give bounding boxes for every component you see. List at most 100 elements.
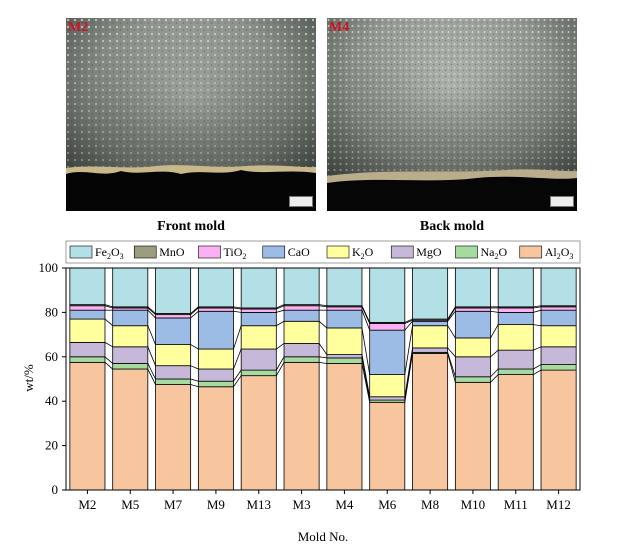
connector-line — [147, 325, 156, 345]
bar-segment-tio2 — [155, 314, 192, 319]
x-tick-label: M6 — [378, 497, 397, 512]
connector-line — [276, 304, 285, 309]
bar-segment-al2o3 — [454, 381, 491, 491]
bar-segment-tio2 — [240, 308, 277, 313]
bar-segment-cao — [197, 310, 234, 350]
bar-segment-mgo — [155, 365, 192, 380]
bar-segment-fe2o3 — [112, 267, 149, 308]
bar-segment-mgo — [369, 396, 406, 401]
bar-segment-tio2 — [454, 307, 491, 312]
scale-bar — [289, 196, 313, 207]
connector-line — [404, 318, 413, 323]
connector-line — [447, 306, 456, 320]
y-tick-label: 100 — [39, 260, 59, 275]
legend-swatch-mgo — [390, 245, 414, 259]
bar-segment-tio2 — [369, 323, 406, 331]
bar-segment-fe2o3 — [412, 267, 449, 320]
connector-line — [190, 310, 199, 319]
connector-line — [104, 342, 113, 348]
connector-line — [447, 347, 456, 358]
x-tick-label: M11 — [504, 497, 528, 512]
bar-segment-na2o — [326, 357, 363, 364]
bar-segment-na2o — [497, 368, 534, 375]
connector-line — [233, 307, 242, 310]
connector-line — [533, 346, 542, 351]
bar-segment-k2o — [69, 318, 106, 343]
connector-line — [104, 362, 113, 370]
connector-line — [490, 374, 499, 383]
connector-line — [233, 348, 242, 370]
y-tick-label: 60 — [45, 349, 58, 364]
bar-segment-mgo — [326, 354, 363, 359]
bar-segment-fe2o3 — [240, 267, 277, 309]
bar-segment-na2o — [454, 376, 491, 383]
micrograph-front-mold: M2 — [66, 18, 316, 211]
bar-segment-mgo — [112, 346, 149, 364]
bar-segment-fe2o3 — [454, 267, 491, 308]
connector-line — [275, 362, 285, 376]
bar-segment-al2o3 — [369, 401, 406, 491]
legend-label-al2o3: Al2O3 — [545, 245, 574, 261]
chart-bars — [69, 267, 577, 491]
connector-line — [233, 325, 242, 350]
connector-line — [190, 365, 199, 370]
y-tick-label: 40 — [45, 393, 58, 408]
x-tick-label: M5 — [121, 497, 139, 512]
bar-segment-al2o3 — [283, 361, 320, 491]
bar-segment-mgo — [197, 368, 234, 382]
bar-segment-k2o — [283, 320, 320, 344]
bar-segment-cao — [454, 310, 491, 339]
y-tick-label: 80 — [45, 304, 58, 319]
bar-segment-al2o3 — [540, 369, 577, 491]
connector-line — [147, 346, 156, 366]
bar-segment-cao — [369, 329, 406, 375]
bar-segment-na2o — [155, 378, 192, 385]
x-tick-label: M9 — [207, 497, 225, 512]
legend-swatch-al2o3 — [519, 245, 543, 259]
connector-line — [104, 305, 113, 309]
bar-segment-na2o — [69, 356, 106, 363]
x-tick-label: M3 — [293, 497, 311, 512]
connector-line — [490, 324, 499, 339]
micrograph-back-mold: M4 — [327, 18, 577, 211]
bar-segment-fe2o3 — [197, 267, 234, 308]
bar-segment-mgo — [540, 346, 577, 365]
connector-line — [404, 352, 413, 401]
bar-segment-cao — [112, 309, 149, 327]
bar-segment-mgo — [412, 347, 449, 353]
connector-line — [275, 356, 285, 371]
micrograph-label: M4 — [329, 20, 350, 35]
bar-segment-cao — [283, 309, 320, 322]
legend-box — [65, 240, 581, 264]
connector-line — [147, 306, 156, 314]
connector-line — [233, 306, 242, 309]
bar-segment-fe2o3 — [540, 267, 577, 307]
bar-segment-cao — [155, 317, 192, 345]
connector-line — [318, 343, 328, 355]
bar-segment-k2o — [412, 325, 449, 349]
bar-segment-al2o3 — [240, 375, 277, 491]
legend-label-k2o: K2O — [352, 245, 374, 261]
legend-label-cao: CaO — [288, 245, 310, 259]
bar-segment-k2o — [112, 325, 149, 348]
bar-segment-al2o3 — [197, 386, 234, 491]
connector-line — [490, 368, 499, 378]
connector-line — [104, 318, 113, 327]
connector-line — [190, 306, 199, 314]
x-tick-label: M4 — [335, 497, 354, 512]
connector-line — [147, 368, 156, 385]
bar-segment-tio2 — [540, 306, 577, 311]
bar-segment-cao — [412, 320, 449, 327]
bar-segment-na2o — [240, 369, 277, 377]
connector-line — [447, 307, 456, 321]
bar-segment-cao — [69, 309, 106, 320]
connector-line — [533, 364, 542, 370]
bar-segment-al2o3 — [112, 368, 149, 491]
bar-segment-fe2o3 — [369, 267, 406, 323]
bar-segment-fe2o3 — [69, 267, 106, 306]
connector-line — [104, 304, 113, 308]
bar-segment-tio2 — [326, 306, 363, 311]
connector-line — [361, 306, 371, 324]
bar-segment-mgo — [283, 343, 320, 358]
legend-label-mno: MnO — [159, 245, 185, 259]
